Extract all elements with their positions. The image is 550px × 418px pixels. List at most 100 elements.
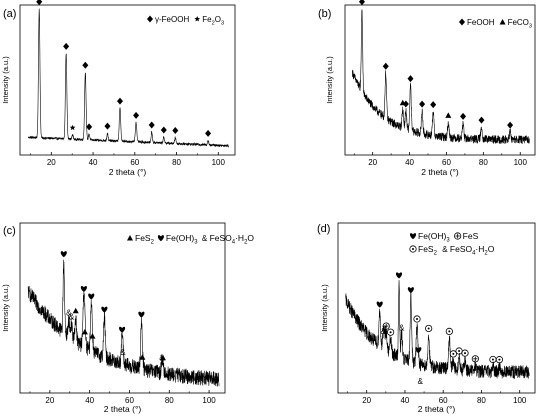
- plot-frame: [19, 222, 226, 394]
- peak-marker-odot: [425, 324, 433, 333]
- legend-marker-triangle: [127, 235, 133, 241]
- peak-marker-diamond: [82, 61, 89, 69]
- peak-marker-heart: [138, 311, 145, 318]
- peak-marker-diamond: [419, 100, 426, 108]
- peak-marker-amp: &: [66, 308, 72, 317]
- x-tick-label: 40: [85, 396, 94, 405]
- xrd-pattern-line: [27, 259, 220, 387]
- x-tick-label: 20: [362, 396, 371, 405]
- panel-b: 20 40 60 80 100 2 theta (°) Intensity (a.u.) (b…: [318, 0, 536, 177]
- legend-marker-heart: [157, 235, 164, 242]
- peak-marker-triangle: [72, 307, 79, 314]
- svg-text:&: &: [69, 312, 75, 321]
- peak-marker-heart: [376, 301, 383, 308]
- x-axis-label: 2 theta (°): [104, 404, 142, 414]
- peak-marker-heart: [88, 293, 95, 300]
- legend-marker-amp: &: [202, 234, 208, 243]
- peak-marker-amp: &: [69, 312, 75, 321]
- peak-marker-diamond: [478, 116, 485, 124]
- panel-a: 20 40 60 80 100 2 theta (°) Intensity (a.u.) (a…: [1, 0, 236, 177]
- peak-marker-diamond: [160, 126, 167, 134]
- legend: FeS2 Fe(OH)3 & FeSO4·H2O: [127, 233, 254, 246]
- legend-entry-label: FeS2: [135, 233, 154, 246]
- x-tick-label: 60: [439, 396, 448, 405]
- peak-marker-amp: &: [380, 327, 386, 336]
- legend-marker-heart: [409, 233, 417, 240]
- plot-frame: [19, 4, 236, 156]
- panel-label: (a): [3, 8, 16, 20]
- peak-marker-diamond: [116, 97, 123, 105]
- svg-text:&: &: [120, 348, 126, 357]
- x-tick-label: 80: [479, 158, 488, 167]
- panel-c: 20 40 60 80 100 2 theta (°) Intensity (a.u.) (c…: [1, 222, 254, 414]
- legend-marker-star: [194, 16, 201, 22]
- peak-marker-diamond: [507, 121, 514, 129]
- x-tick-label: 100: [513, 396, 527, 405]
- svg-text:&: &: [399, 323, 405, 332]
- x-tick-label: 20: [45, 396, 54, 405]
- xrd-pattern-line: [28, 8, 229, 148]
- peak-marker-diamond: [133, 111, 140, 119]
- peak-marker-triangle: [139, 354, 146, 360]
- x-tick-label: 20: [368, 158, 377, 167]
- xrd-pattern-line: [352, 9, 530, 144]
- peak-marker-heart: [407, 287, 414, 294]
- xrd-pattern-line: [345, 280, 530, 380]
- x-tick-label: 80: [477, 396, 486, 405]
- legend: Fe(OH)3 FeS FeS2 & FeSO4·H2O: [409, 231, 495, 257]
- x-tick-label: 100: [202, 396, 216, 405]
- peak-marker-odot: [461, 349, 469, 357]
- x-axis-label: 2 theta (°): [418, 404, 456, 414]
- x-tick-label: 60: [442, 158, 451, 167]
- x-axis-label: 2 theta (°): [109, 167, 147, 177]
- legend: γ-FeOOH Fe2O3: [147, 15, 224, 26]
- peak-marker-odot: [445, 327, 453, 336]
- peak-marker-triangle: [81, 328, 88, 335]
- y-axis-label: Intensity (a.u.): [1, 56, 10, 104]
- peak-marker-diamond: [460, 112, 467, 120]
- x-tick-label: 20: [47, 158, 56, 167]
- legend-marker-odot: [409, 245, 417, 253]
- legend-marker-amp: &: [442, 245, 448, 254]
- peak-marker-odot: [386, 328, 395, 336]
- legend-entry-label: γ-FeOOH: [155, 15, 189, 24]
- peak-marker-diamond: [86, 123, 93, 131]
- peak-marker-heart: [101, 306, 108, 313]
- peak-marker-diamond: [205, 129, 212, 137]
- peak-marker-heart: [415, 347, 422, 354]
- panel-label: (b): [318, 8, 331, 20]
- peak-marker-amp: &: [120, 348, 126, 357]
- legend-entry-label: FeCO3: [508, 18, 532, 29]
- annotation-mark: &: [418, 377, 424, 386]
- peak-marker-diamond: [402, 100, 409, 108]
- peak-marker-triangle: [445, 112, 452, 118]
- peak-marker-heart: [395, 272, 403, 279]
- legend-entry-label: Fe(OH)3: [166, 233, 198, 246]
- peak-marker-diamond: [172, 127, 179, 135]
- x-tick-label: 100: [514, 158, 528, 167]
- panel-label: (c): [3, 225, 16, 237]
- peak-marker-oplus: [382, 322, 390, 330]
- x-tick-label: 60: [130, 158, 139, 167]
- legend-marker-diamond: [459, 18, 465, 26]
- peak-marker-triangle: [159, 354, 166, 361]
- x-tick-label: 80: [165, 396, 174, 405]
- y-axis-label: Intensity (a.u.): [1, 284, 10, 332]
- panel-d: 20 40 60 80 100 2 theta (°) Intensity (a.u.) (d…: [317, 222, 536, 414]
- peak-marker-heart: [60, 251, 67, 258]
- x-tick-label: 40: [400, 396, 409, 405]
- peak-marker-diamond: [430, 101, 437, 109]
- legend-entry-label: FeSO4·H2O: [450, 244, 495, 257]
- panel-label: (d): [317, 223, 330, 235]
- legend-marker-diamond: [147, 15, 153, 23]
- legend-entry-label: Fe2O3: [202, 15, 224, 26]
- legend-entry-label: FeOOH: [467, 18, 495, 27]
- svg-text:&: &: [380, 327, 386, 336]
- y-axis-label: Intensity (a.u.): [325, 56, 334, 104]
- peak-marker-diamond: [407, 75, 414, 83]
- peak-marker-diamond: [63, 42, 70, 50]
- peak-marker-triangle: [89, 333, 96, 339]
- peak-marker-amp: &: [399, 323, 405, 332]
- peak-marker-heart: [119, 326, 126, 333]
